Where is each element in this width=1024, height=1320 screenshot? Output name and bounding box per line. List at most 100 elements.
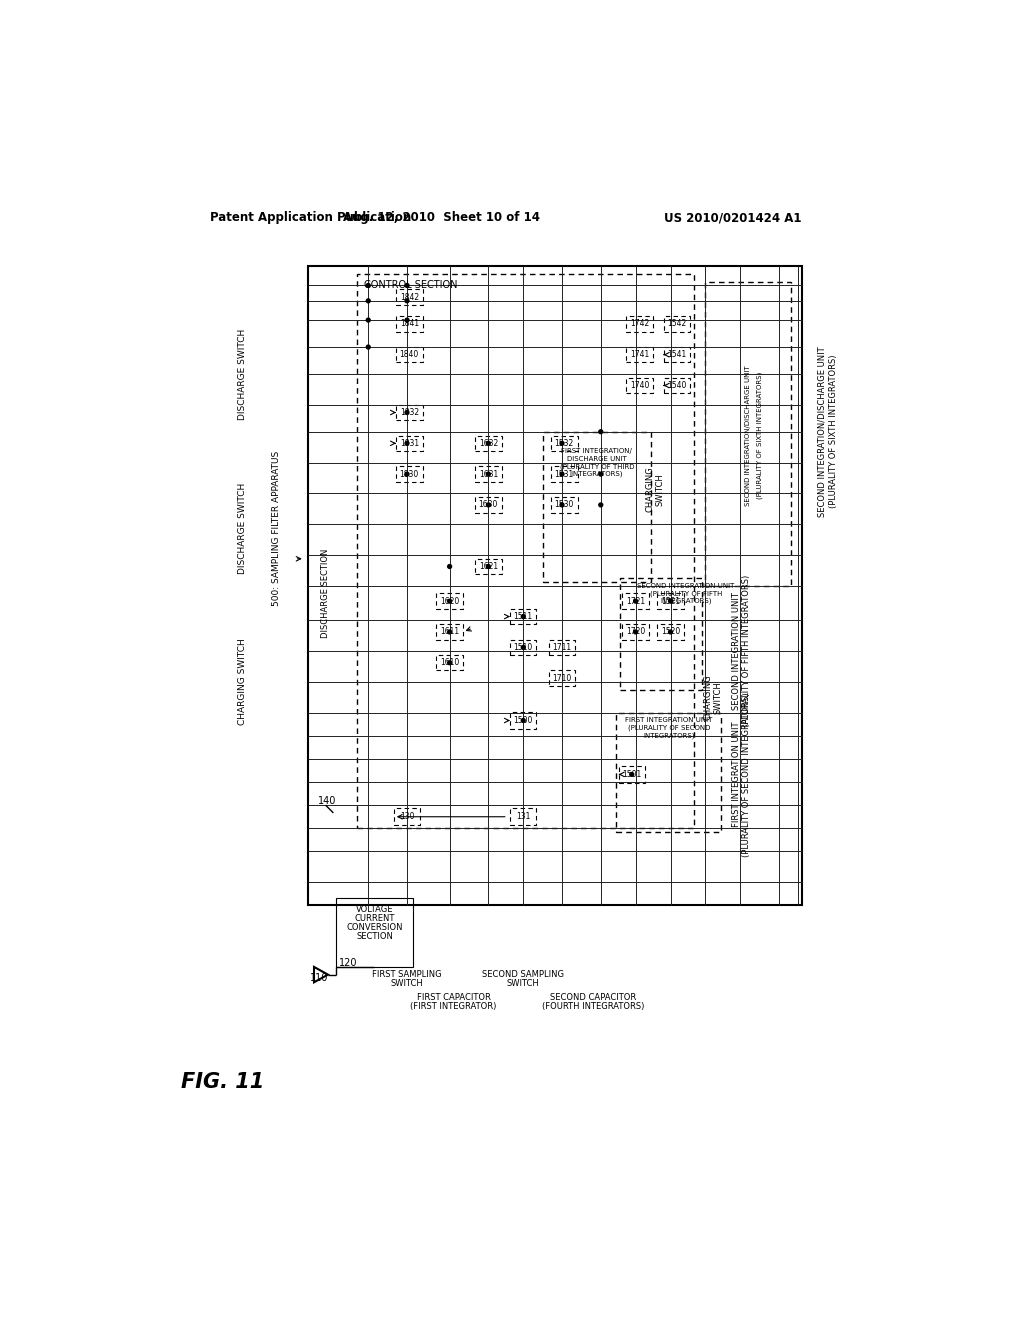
Bar — [510, 808, 537, 825]
Circle shape — [560, 503, 564, 507]
Bar — [394, 808, 420, 825]
Text: SECOND CAPACITOR: SECOND CAPACITOR — [550, 993, 636, 1002]
Bar — [627, 347, 652, 363]
Bar — [664, 317, 690, 331]
Circle shape — [634, 630, 638, 634]
Text: DISCHARGE SWITCH: DISCHARGE SWITCH — [239, 329, 247, 420]
Text: FIRST INTEGRATION UNIT: FIRST INTEGRATION UNIT — [626, 718, 713, 723]
Text: 1721: 1721 — [626, 597, 645, 606]
Bar — [616, 713, 721, 832]
Circle shape — [486, 473, 490, 477]
Text: 1510: 1510 — [514, 643, 532, 652]
Text: SWITCH: SWITCH — [390, 979, 423, 989]
Bar — [396, 466, 423, 482]
Bar — [396, 405, 423, 420]
Text: 1831: 1831 — [399, 438, 419, 447]
Circle shape — [669, 599, 673, 603]
Text: 1530: 1530 — [555, 500, 574, 510]
Circle shape — [447, 565, 452, 569]
Circle shape — [367, 345, 371, 348]
Bar — [621, 578, 701, 689]
Text: 1632: 1632 — [479, 438, 498, 447]
Text: INTEGRATORS): INTEGRATORS) — [643, 733, 694, 739]
Text: 1841: 1841 — [399, 319, 419, 329]
Text: 1711: 1711 — [552, 643, 571, 652]
Circle shape — [486, 503, 490, 507]
Bar — [623, 624, 649, 640]
Text: DISCHARGE SECTION: DISCHARGE SECTION — [322, 549, 330, 638]
Text: 1610: 1610 — [440, 659, 459, 667]
Circle shape — [367, 318, 371, 322]
Text: 1521: 1521 — [660, 597, 680, 606]
Circle shape — [630, 772, 634, 776]
Text: 1611: 1611 — [440, 627, 459, 636]
Text: 1540: 1540 — [667, 381, 686, 389]
Bar — [436, 655, 463, 671]
Circle shape — [521, 645, 525, 649]
Text: 1532: 1532 — [555, 438, 573, 447]
Bar — [475, 466, 502, 482]
Text: 120: 120 — [339, 958, 357, 968]
Bar — [706, 281, 791, 586]
Text: (PLURALITY OF SECOND INTEGRATORS): (PLURALITY OF SECOND INTEGRATORS) — [742, 692, 751, 857]
Circle shape — [447, 599, 452, 603]
Bar — [551, 436, 578, 451]
Circle shape — [447, 630, 452, 634]
Text: 1500: 1500 — [514, 715, 532, 725]
Text: (FIRST INTEGRATOR): (FIRST INTEGRATOR) — [411, 1002, 497, 1011]
Text: SECOND INTEGRATION/DISCHARGE UNIT: SECOND INTEGRATION/DISCHARGE UNIT — [817, 346, 826, 517]
Circle shape — [599, 503, 603, 507]
Text: INTEGRATORS): INTEGRATORS) — [660, 598, 712, 605]
Bar — [510, 640, 537, 655]
Text: (PLURALITY OF SIXTH INTEGRATORS): (PLURALITY OF SIXTH INTEGRATORS) — [757, 372, 763, 499]
Bar — [627, 317, 652, 331]
Circle shape — [406, 284, 409, 288]
Text: 140: 140 — [317, 796, 336, 807]
Bar — [623, 594, 649, 609]
Text: CHARGING
SWITCH: CHARGING SWITCH — [645, 467, 665, 512]
Text: VOLTAGE: VOLTAGE — [355, 904, 393, 913]
Bar — [356, 275, 693, 829]
Bar — [664, 347, 690, 363]
Bar — [627, 378, 652, 393]
Text: CHARGING SWITCH: CHARGING SWITCH — [239, 639, 247, 726]
Bar — [657, 624, 684, 640]
Text: 1631: 1631 — [479, 470, 498, 479]
Circle shape — [447, 661, 452, 665]
Bar — [336, 898, 414, 966]
Text: (PLURALITY OF THIRD: (PLURALITY OF THIRD — [560, 463, 634, 470]
Circle shape — [406, 441, 409, 445]
Circle shape — [406, 298, 409, 302]
Circle shape — [521, 615, 525, 619]
Text: CONVERSION: CONVERSION — [346, 923, 402, 932]
Circle shape — [406, 411, 409, 414]
Text: 1742: 1742 — [630, 319, 649, 329]
Text: US 2010/0201424 A1: US 2010/0201424 A1 — [664, 211, 801, 224]
Text: 1520: 1520 — [660, 627, 680, 636]
Bar — [396, 289, 423, 305]
Text: CURRENT: CURRENT — [354, 913, 394, 923]
Circle shape — [486, 441, 490, 445]
Text: 110: 110 — [309, 973, 328, 983]
Text: 1501: 1501 — [623, 770, 641, 779]
Circle shape — [521, 718, 525, 722]
Text: INTEGRATORS): INTEGRATORS) — [571, 471, 623, 478]
Text: Patent Application Publication: Patent Application Publication — [210, 211, 412, 224]
Text: FIRST CAPACITOR: FIRST CAPACITOR — [417, 993, 490, 1002]
Text: (PLURALITY OF FIFTH: (PLURALITY OF FIFTH — [650, 590, 722, 597]
Bar — [475, 436, 502, 451]
Bar — [551, 498, 578, 512]
Circle shape — [367, 298, 371, 302]
Text: 1630: 1630 — [478, 500, 498, 510]
Bar — [475, 558, 502, 574]
Text: SECTION: SECTION — [356, 932, 393, 941]
Bar — [549, 671, 575, 686]
Bar — [396, 436, 423, 451]
Circle shape — [367, 284, 371, 288]
Bar — [510, 711, 537, 729]
Text: 1511: 1511 — [514, 612, 532, 620]
Bar — [657, 594, 684, 609]
Text: 1840: 1840 — [399, 350, 419, 359]
Text: 1830: 1830 — [399, 470, 419, 479]
Bar — [543, 432, 651, 582]
